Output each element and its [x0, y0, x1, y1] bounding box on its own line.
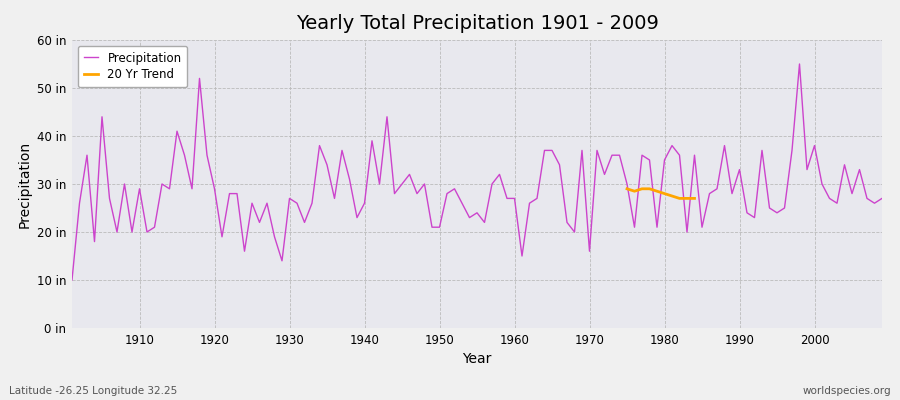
20 Yr Trend: [622, 186, 633, 191]
Text: Latitude -26.25 Longitude 32.25: Latitude -26.25 Longitude 32.25: [9, 386, 177, 396]
Legend: Precipitation, 20 Yr Trend: Precipitation, 20 Yr Trend: [78, 46, 187, 87]
20 Yr Trend: [636, 186, 647, 191]
Line: 20 Yr Trend: 20 Yr Trend: [627, 189, 695, 198]
20 Yr Trend: [644, 186, 655, 191]
Precipitation: [337, 148, 347, 153]
Precipitation: [877, 196, 887, 201]
Precipitation: [127, 230, 138, 234]
Precipitation: [509, 196, 520, 201]
Text: worldspecies.org: worldspecies.org: [803, 386, 891, 396]
Precipitation: [501, 196, 512, 201]
Precipitation: [292, 201, 302, 206]
Precipitation: [67, 278, 77, 282]
Title: Yearly Total Precipitation 1901 - 2009: Yearly Total Precipitation 1901 - 2009: [295, 14, 659, 33]
20 Yr Trend: [689, 196, 700, 201]
20 Yr Trend: [629, 189, 640, 194]
20 Yr Trend: [667, 194, 678, 198]
Precipitation: [599, 172, 610, 177]
Y-axis label: Precipitation: Precipitation: [17, 140, 32, 228]
Line: Precipitation: Precipitation: [72, 64, 882, 280]
20 Yr Trend: [674, 196, 685, 201]
20 Yr Trend: [659, 191, 670, 196]
20 Yr Trend: [681, 196, 692, 201]
X-axis label: Year: Year: [463, 352, 491, 366]
Precipitation: [794, 62, 805, 66]
20 Yr Trend: [652, 189, 662, 194]
